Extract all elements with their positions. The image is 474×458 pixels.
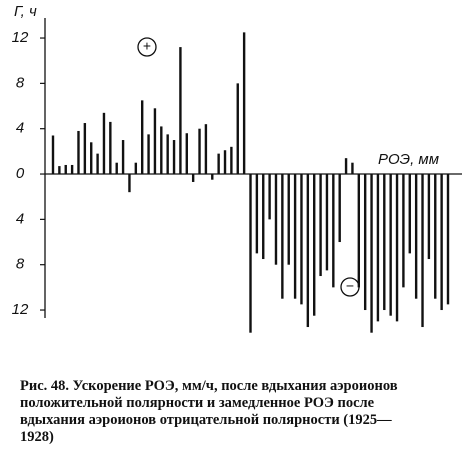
bar	[140, 100, 144, 175]
bar	[185, 133, 188, 175]
bar	[51, 135, 55, 175]
bar	[109, 121, 112, 175]
bar	[64, 164, 67, 175]
bar	[90, 142, 93, 175]
chart: Г, ч РОЭ, мм + − 12 8 4 0 4 8 12	[12, 3, 462, 333]
bar	[211, 174, 214, 180]
bar	[313, 174, 316, 316]
bar	[268, 174, 271, 220]
bar	[242, 32, 246, 175]
bar	[160, 126, 163, 175]
y-tick-label: 0	[16, 165, 25, 182]
bar	[128, 174, 131, 193]
bar	[395, 174, 399, 322]
bar	[408, 174, 411, 254]
bar	[357, 174, 361, 288]
bar	[389, 174, 392, 316]
x-axis-label: РОЭ, мм	[378, 151, 439, 168]
bar	[376, 174, 380, 322]
bar	[179, 47, 182, 175]
bar	[344, 158, 348, 175]
y-axis-label: Г, ч	[14, 3, 37, 20]
bar	[236, 83, 239, 175]
bar	[332, 174, 335, 288]
bar	[287, 174, 290, 265]
bar	[370, 174, 373, 333]
bar	[204, 124, 208, 175]
bar	[306, 174, 310, 328]
bar	[402, 174, 405, 288]
bar	[434, 174, 437, 299]
bar	[325, 174, 329, 271]
bar	[83, 123, 87, 175]
bar	[262, 174, 265, 260]
bar	[96, 153, 99, 175]
y-tick-label: 12	[12, 29, 29, 46]
bar	[172, 140, 176, 175]
y-tick-label: 8	[16, 256, 25, 273]
bar	[338, 174, 341, 243]
bar	[58, 166, 61, 175]
bar	[102, 112, 106, 175]
bar	[427, 174, 431, 260]
bar	[198, 128, 201, 175]
bar	[446, 174, 450, 305]
caption-line: вдыхания аэроионов отрицательной полярно…	[20, 412, 392, 428]
caption-line: Рис. 48. Ускорение РОЭ, мм/ч, после вдых…	[20, 378, 398, 394]
bar	[115, 162, 118, 175]
bar	[255, 174, 259, 254]
annotation: −	[346, 278, 354, 294]
bar	[383, 174, 386, 311]
bar	[440, 174, 443, 311]
bar	[121, 140, 125, 175]
bar	[414, 174, 418, 299]
bar	[363, 174, 367, 311]
bar	[300, 174, 303, 305]
bar	[191, 174, 195, 182]
bar	[230, 146, 233, 175]
annotation: +	[143, 38, 151, 54]
bar	[281, 174, 284, 299]
bar	[166, 134, 169, 175]
y-tick-label: 4	[16, 210, 24, 227]
bar	[293, 174, 297, 299]
annotation-circle	[137, 37, 157, 57]
bar	[153, 108, 157, 175]
bar	[351, 162, 354, 175]
bar	[249, 174, 252, 333]
bar	[77, 130, 80, 175]
y-tick-label: 12	[12, 301, 29, 318]
bar	[319, 174, 322, 277]
bar	[70, 164, 74, 175]
bar	[421, 174, 424, 328]
caption: Рис. 48. Ускорение РОЭ, мм/ч, после вдых…	[20, 378, 465, 446]
bar	[223, 150, 227, 175]
caption-line: положительной полярности и замедленное Р…	[20, 395, 375, 411]
bar	[134, 162, 138, 175]
bar	[147, 134, 150, 175]
bar	[274, 174, 278, 265]
caption-line: 1928)	[20, 429, 54, 445]
y-tick-label: 4	[16, 120, 24, 137]
y-tick-label: 8	[16, 74, 25, 91]
bar	[217, 153, 220, 175]
